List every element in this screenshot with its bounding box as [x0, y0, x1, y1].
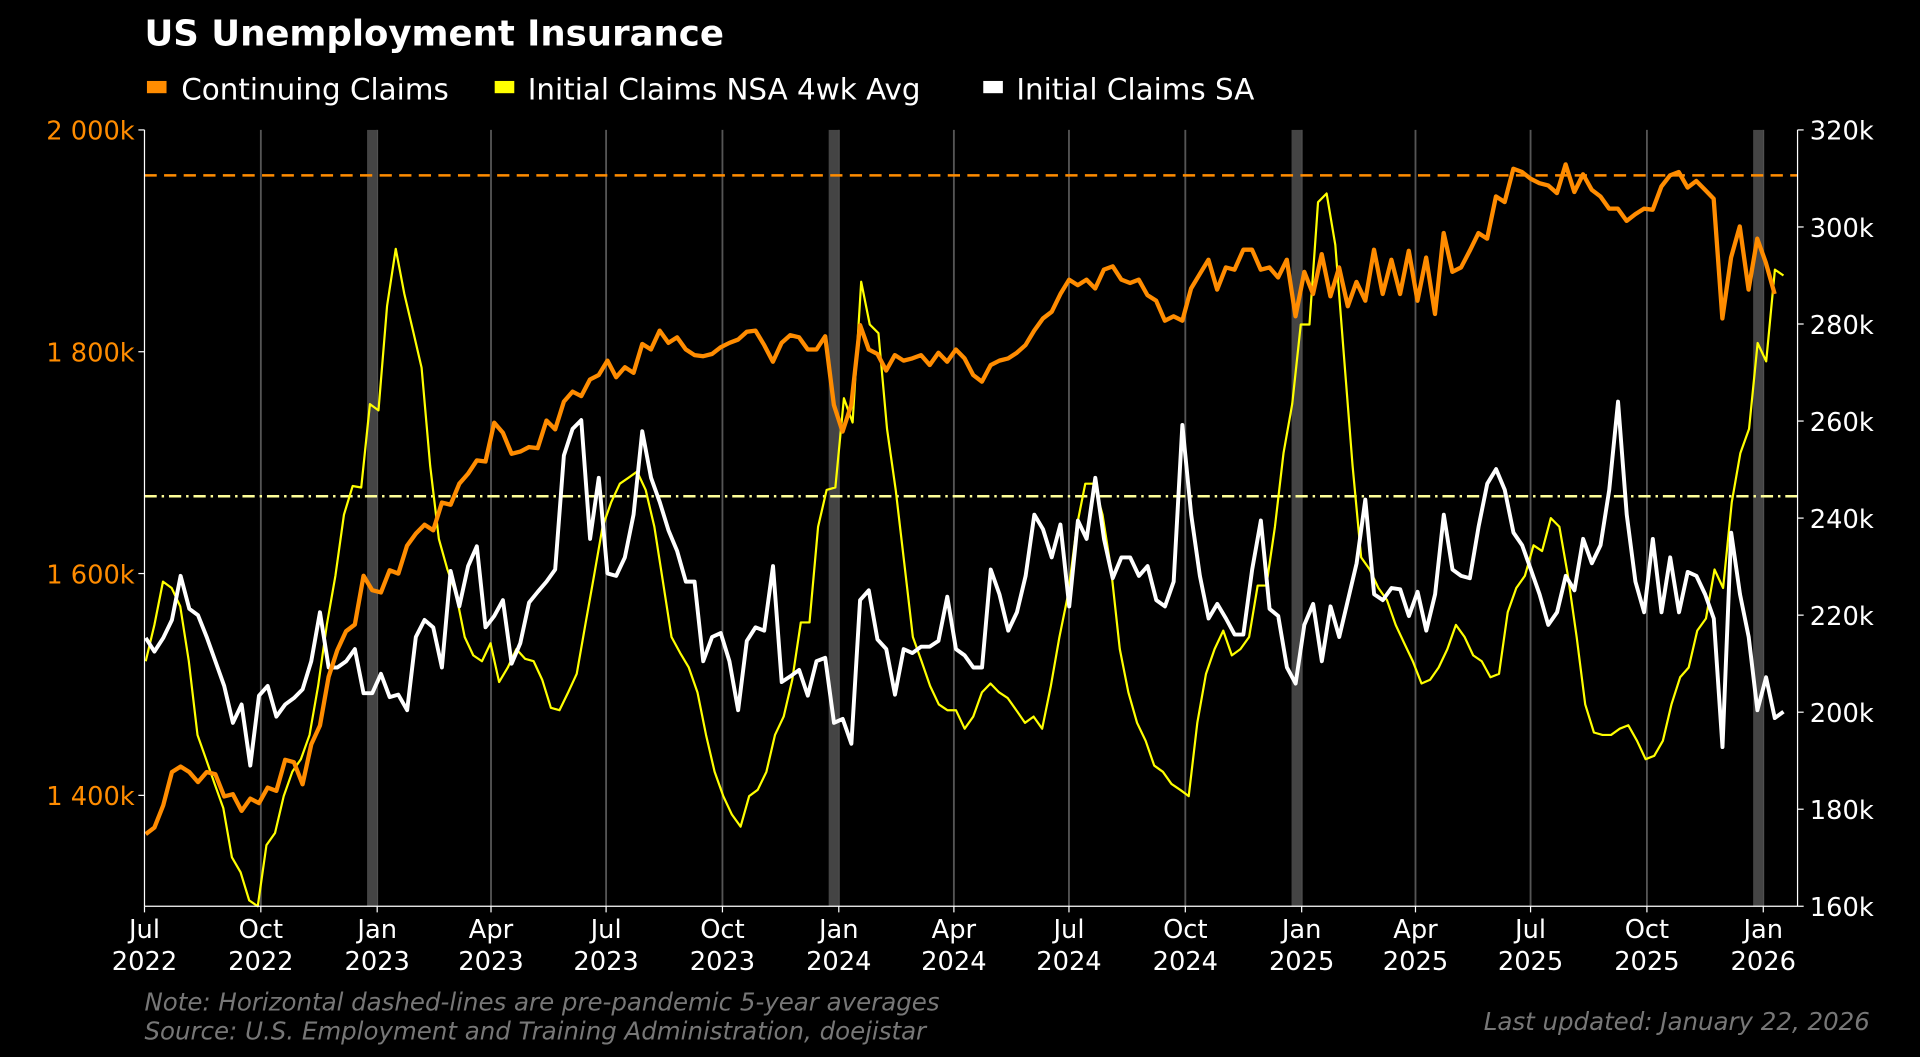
- holiday-shading: [367, 129, 1764, 907]
- holiday-shade-band: [828, 129, 839, 907]
- x-tick-year: 2023: [690, 947, 755, 977]
- x-tick-month: Apr: [1393, 915, 1438, 945]
- legend-label-initial-claims-sa: Initial Claims SA: [1016, 72, 1254, 106]
- x-tick-month: Apr: [932, 915, 977, 945]
- right-tick-label: 220k: [1810, 602, 1874, 632]
- x-tick-label: Jan 2026: [1731, 915, 1796, 977]
- axes: [143, 129, 1799, 907]
- x-tick-year: 2023: [344, 947, 409, 977]
- right-tick-label: 200k: [1810, 699, 1874, 729]
- x-tick-month: Jul: [1051, 915, 1084, 945]
- x-tick-month: Jan: [1741, 915, 1783, 945]
- x-tick-label: Jan 2023: [344, 915, 409, 977]
- legend-label-continuing-claims: Continuing Claims: [181, 72, 449, 106]
- x-tick-label: Apr 2025: [1383, 915, 1448, 977]
- x-tick-label: Jul 2024: [1036, 915, 1101, 977]
- x-tick-year: 2024: [806, 947, 871, 977]
- x-tick-year: 2024: [921, 947, 986, 977]
- footer-source: Source: U.S. Employment and Training Adm…: [144, 1017, 928, 1046]
- series-lines: [144, 162, 1785, 908]
- x-tick-month: Jul: [589, 915, 622, 945]
- holiday-shade-band: [1753, 129, 1764, 907]
- initial-claims-sa-line: [144, 399, 1785, 768]
- left-tick-label: 1 600k: [46, 560, 135, 590]
- x-tick-label: Apr 2024: [921, 915, 986, 977]
- x-tick-label: Oct 2022: [228, 915, 293, 977]
- x-tick-month: Jan: [1280, 915, 1322, 945]
- x-tick-year: 2025: [1614, 947, 1679, 977]
- x-tick-year: 2026: [1731, 947, 1796, 977]
- right-tick-label: 260k: [1810, 408, 1874, 438]
- left-tick-label: 2 000k: [46, 117, 135, 147]
- x-tick-month: Apr: [469, 915, 514, 945]
- left-tick-label: 1 400k: [46, 782, 135, 812]
- right-tick-label: 300k: [1810, 214, 1874, 244]
- x-tick-month: Oct: [1163, 915, 1207, 945]
- footer-note: Note: Horizontal dashed-lines are pre-pa…: [144, 987, 939, 1016]
- x-tick-year: 2023: [573, 947, 638, 977]
- right-axis-ticks: 320k 300k 280k 260k 240k 220k 200k 180k 160k: [1797, 117, 1874, 923]
- x-tick-label: Jul 2023: [573, 915, 638, 977]
- x-tick-year: 2022: [228, 947, 293, 977]
- right-tick-label: 280k: [1810, 311, 1874, 341]
- x-tick-year: 2024: [1036, 947, 1101, 977]
- left-tick-label: 1 800k: [46, 339, 135, 369]
- x-tick-label: Oct 2024: [1153, 915, 1218, 977]
- holiday-shade-band: [1291, 129, 1302, 907]
- x-tick-year: 2025: [1269, 947, 1334, 977]
- x-tick-label: Oct 2023: [690, 915, 755, 977]
- x-tick-label: Jan 2025: [1269, 915, 1334, 977]
- right-tick-label: 240k: [1810, 505, 1874, 535]
- x-tick-month: Oct: [700, 915, 744, 945]
- continuing-claims-line: [144, 162, 1777, 836]
- x-tick-month: Jan: [355, 915, 397, 945]
- gridlines: [259, 129, 1765, 907]
- right-tick-label: 160k: [1810, 893, 1874, 923]
- chart-title: US Unemployment Insurance: [144, 13, 723, 54]
- x-tick-month: Jan: [817, 915, 859, 945]
- right-tick-label: 180k: [1810, 796, 1874, 826]
- x-tick-label: Jul 2025: [1498, 915, 1563, 977]
- footer-updated: Last updated: January 22, 2026: [1484, 1007, 1870, 1036]
- x-tick-label: Jan 2024: [806, 915, 871, 977]
- x-tick-year: 2025: [1383, 947, 1448, 977]
- legend-swatch-initial-claims-nsa: [494, 80, 515, 94]
- initial-claims-nsa-4wk-avg-line: [144, 192, 1785, 908]
- legend-swatch-initial-claims-sa: [983, 80, 1003, 94]
- x-tick-year: 2024: [1153, 947, 1218, 977]
- x-tick-month: Jul: [127, 915, 160, 945]
- x-tick-year: 2025: [1498, 947, 1563, 977]
- x-tick-month: Oct: [1625, 915, 1669, 945]
- reference-lines: [144, 174, 1798, 498]
- x-tick-month: Oct: [239, 915, 283, 945]
- x-tick-year: 2023: [458, 947, 523, 977]
- left-axis-ticks: 2 000k 1 800k 1 600k 1 400k: [46, 117, 145, 812]
- legend-label-initial-claims-nsa: Initial Claims NSA 4wk Avg: [528, 72, 921, 106]
- holiday-shade-band: [367, 129, 378, 907]
- legend: Continuing Claims Initial Claims NSA 4wk…: [146, 72, 1254, 106]
- x-tick-label: Apr 2023: [458, 915, 523, 977]
- legend-swatch-continuing-claims: [146, 80, 167, 94]
- x-tick-label: Jul 2022: [112, 915, 177, 977]
- x-tick-label: Oct 2025: [1614, 915, 1679, 977]
- x-tick-month: Jul: [1513, 915, 1546, 945]
- right-tick-label: 320k: [1810, 117, 1874, 147]
- x-tick-year: 2022: [112, 947, 177, 977]
